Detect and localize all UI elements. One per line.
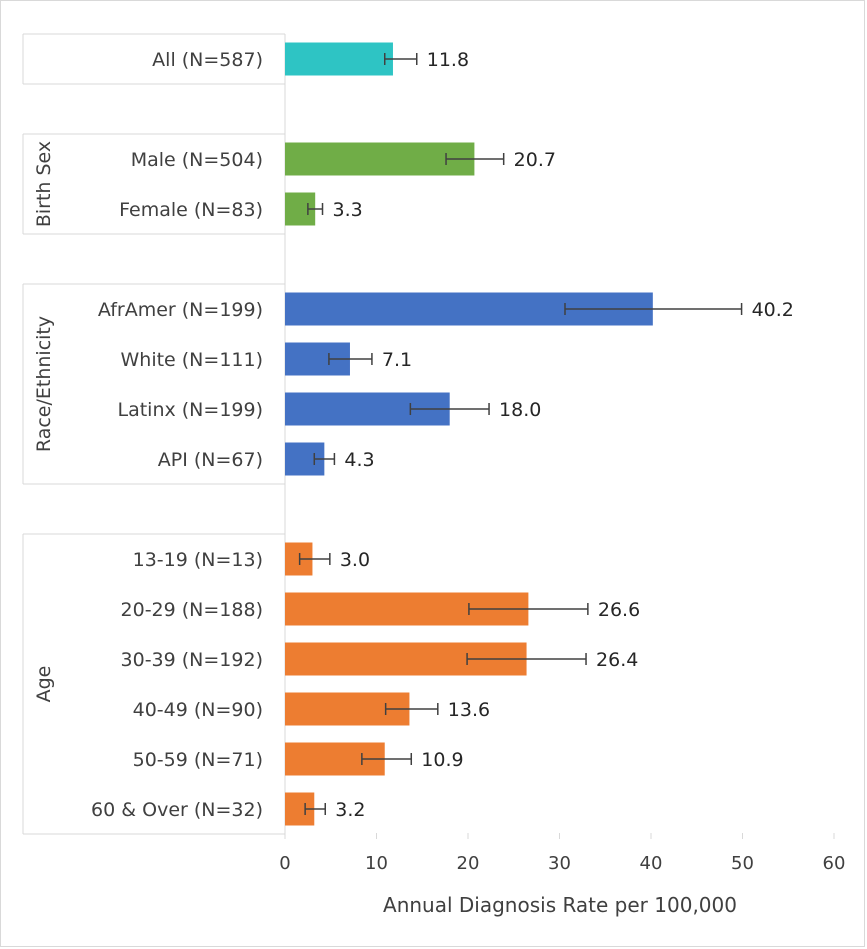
x-tick-label: 0 — [279, 853, 290, 874]
x-axis-title: Annual Diagnosis Rate per 100,000 — [383, 893, 737, 917]
data-label: 13.6 — [448, 699, 490, 721]
data-label: 11.8 — [427, 49, 469, 71]
group-label: Race/Ethnicity — [33, 316, 55, 452]
data-label: 10.9 — [421, 749, 463, 771]
data-label: 18.0 — [499, 399, 541, 421]
category-label: 30-39 (N=192) — [121, 649, 263, 671]
data-label: 3.3 — [333, 199, 363, 221]
data-label: 3.0 — [340, 549, 370, 571]
group-label: Age — [33, 666, 55, 703]
bar-1-0 — [285, 142, 475, 176]
category-label: Female (N=83) — [119, 199, 263, 221]
data-label: 4.3 — [344, 449, 374, 471]
bars-layer — [285, 42, 743, 826]
data-label: 20.7 — [514, 149, 556, 171]
x-tick-label: 60 — [823, 853, 846, 874]
category-label: 40-49 (N=90) — [133, 699, 263, 721]
group-label: Birth Sex — [33, 141, 55, 227]
category-label: All (N=587) — [152, 49, 263, 71]
category-label: White (N=111) — [120, 349, 263, 371]
data-label: 3.2 — [335, 799, 365, 821]
category-label: 50-59 (N=71) — [133, 749, 263, 771]
category-label: Male (N=504) — [131, 149, 263, 171]
category-label: 60 & Over (N=32) — [91, 799, 263, 821]
data-label: 26.6 — [598, 599, 640, 621]
data-label: 26.4 — [596, 649, 638, 671]
data-label: 7.1 — [382, 349, 412, 371]
category-label: Latinx (N=199) — [117, 399, 263, 421]
category-label: API (N=67) — [158, 449, 263, 471]
x-axis: 0 10 20 30 40 50 60 — [279, 833, 845, 874]
category-label: AfrAmer (N=199) — [98, 299, 263, 321]
category-label: 13-19 (N=13) — [133, 549, 263, 571]
category-label: 20-29 (N=188) — [121, 599, 263, 621]
x-tick-label: 20 — [457, 853, 480, 874]
bar-0-0 — [285, 42, 393, 76]
x-tick-label: 50 — [731, 853, 754, 874]
data-label: 40.2 — [752, 299, 794, 321]
labels-layer: 11.8 All (N=587) 20.7 Male (N=504) 3.3 Female… — [33, 49, 794, 821]
x-tick-label: 10 — [365, 853, 388, 874]
x-tick-label: 40 — [640, 853, 663, 874]
x-tick-label: 30 — [548, 853, 571, 874]
